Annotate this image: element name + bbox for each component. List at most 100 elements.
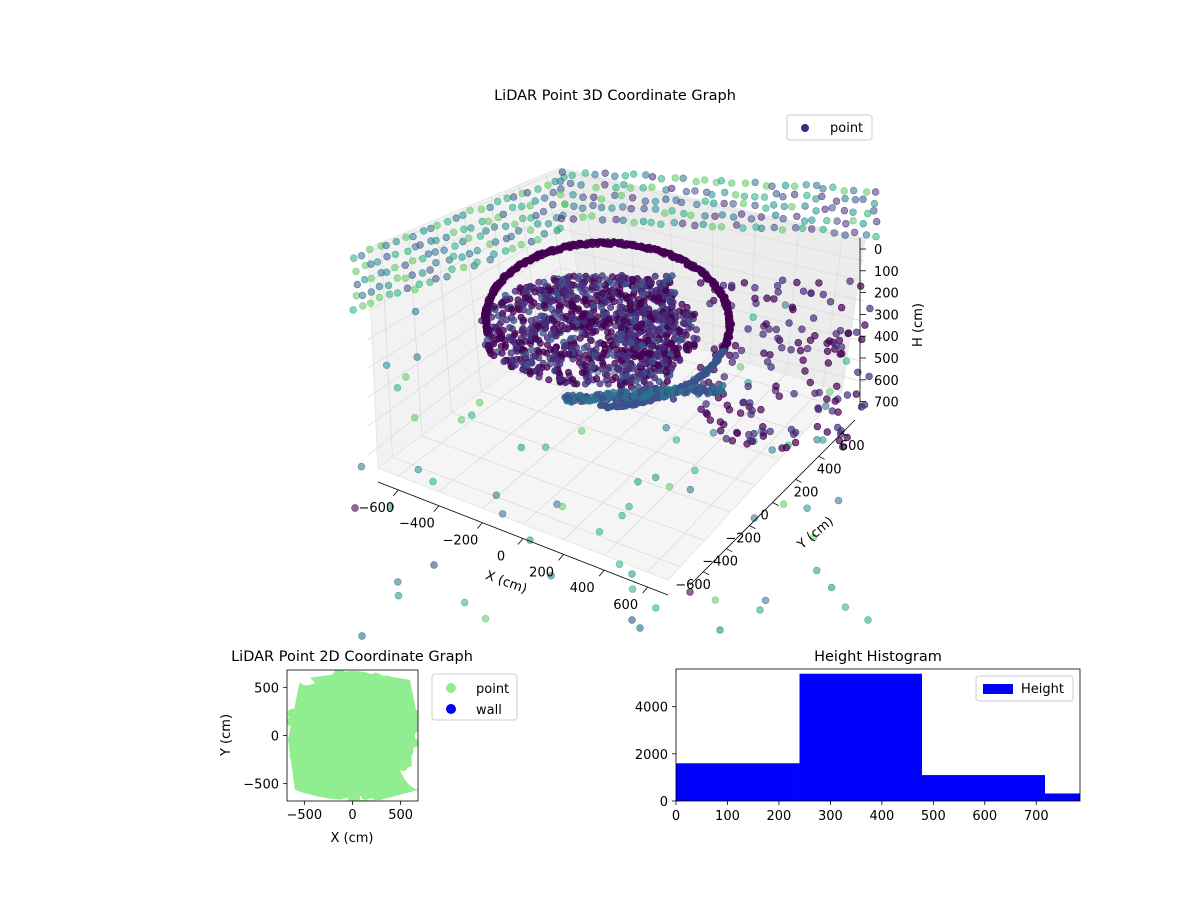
point-3d [638, 320, 646, 328]
ticks-3d: −600−400−2000200400600−600−400−200020040… [358, 243, 898, 613]
histogram-ticks: 0 100 200 300 400 500 600 700 0 2000 4000 [635, 701, 1049, 824]
points-2d [287, 670, 418, 801]
point-3d [493, 335, 501, 343]
point-3d [535, 348, 543, 356]
point-3d [801, 367, 809, 375]
point-3d [523, 189, 531, 197]
point-3d [773, 282, 782, 290]
y-tick-mark [726, 548, 733, 553]
point-3d [870, 207, 878, 215]
point-3d [523, 361, 531, 369]
point-3d [627, 205, 635, 213]
point-3d [384, 281, 393, 290]
point-3d [553, 320, 561, 328]
point-3d [846, 277, 854, 285]
point-3d [601, 169, 609, 177]
point-3d [497, 318, 505, 326]
point-3d [575, 307, 583, 315]
point-3d [409, 232, 417, 241]
point-3d [596, 380, 604, 388]
y-tick-mark [749, 525, 756, 529]
point-2d [295, 723, 306, 734]
point-3d [621, 339, 629, 347]
point-3d [788, 303, 797, 311]
point-3d [833, 217, 841, 225]
point-3d [849, 186, 858, 195]
point-3d [561, 200, 569, 208]
point-cloud-2d-inner [288, 674, 418, 801]
point-3d [593, 375, 601, 383]
point-3d [601, 370, 609, 378]
point-3d [679, 174, 687, 183]
legend-3d-box [786, 114, 873, 141]
y-tick-label: 200 [794, 485, 819, 500]
z-tick-label: 200 [874, 287, 899, 302]
point-3d [581, 361, 589, 369]
point-3d [668, 297, 676, 305]
point-3d [509, 193, 518, 201]
point-3d [747, 410, 755, 418]
point-3d [540, 194, 549, 202]
point-3d [457, 416, 466, 424]
point-3d [615, 298, 623, 306]
points-3d-outliers [351, 504, 872, 640]
point-3d [635, 329, 643, 337]
point-3d [558, 168, 566, 176]
point-3d [652, 604, 660, 612]
point-3d [473, 258, 481, 266]
point-3d [383, 252, 391, 261]
z-tick-label: 100 [874, 265, 899, 280]
point-3d [510, 316, 518, 324]
point-2d [298, 703, 309, 714]
point-3d [573, 380, 581, 388]
point-3d [578, 204, 587, 213]
point-3d [512, 345, 520, 353]
point-3d [597, 303, 605, 311]
point-2d [334, 785, 345, 796]
point-3d [547, 335, 555, 343]
x-tick-label: −400 [399, 517, 435, 532]
point-3d [499, 210, 507, 219]
point-3d [411, 414, 419, 422]
point-3d [821, 205, 829, 214]
point-3d [540, 278, 548, 286]
point-3d [814, 405, 823, 414]
point-3d [840, 187, 848, 195]
point-3d [352, 292, 361, 300]
point-3d [690, 334, 698, 342]
point-3d [829, 183, 837, 191]
point-2d [347, 793, 358, 801]
point-3d [572, 296, 580, 304]
point-3d [720, 188, 729, 197]
point-3d [499, 311, 507, 319]
point-2d [384, 784, 395, 795]
point-3d [691, 310, 699, 318]
chart-2d-title: LiDAR Point 2D Coordinate Graph [231, 649, 473, 665]
point-3d [484, 217, 492, 225]
point-3d [670, 329, 678, 337]
x-tick-mark [558, 554, 564, 561]
point-3d [630, 353, 638, 361]
point-3d [630, 317, 638, 325]
points-2d-scatter [287, 670, 418, 801]
point-3d [546, 298, 554, 306]
point-3d [591, 170, 599, 179]
y-tick-mark [795, 479, 802, 483]
grid-line [367, 247, 561, 369]
point-3d [607, 303, 615, 311]
point-3d [852, 390, 860, 398]
point-3d [403, 284, 412, 292]
point-3d [490, 250, 498, 258]
point-3d [737, 346, 746, 355]
point-3d [599, 289, 607, 297]
point-3d [630, 218, 638, 227]
histogram-frame [675, 668, 1081, 802]
point-3d [580, 368, 588, 376]
point-3d [460, 263, 468, 272]
point-3d [796, 346, 805, 355]
point-3d [774, 334, 782, 342]
point-3d [647, 343, 655, 351]
point-3d [662, 195, 670, 203]
legend-2d-marker-wall [446, 704, 456, 714]
point-3d [718, 387, 726, 395]
